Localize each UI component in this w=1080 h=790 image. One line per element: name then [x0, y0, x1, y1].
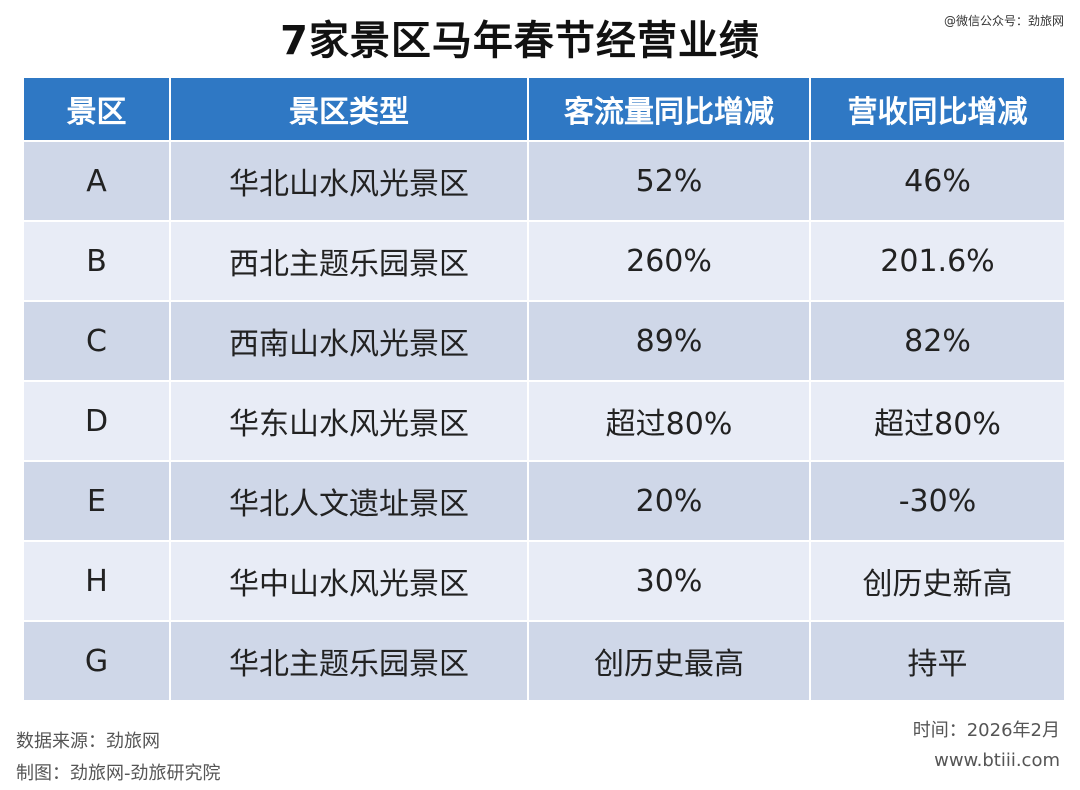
- cell-scenic-type: 西南山水风光景区: [169, 300, 529, 382]
- made-by-note: 制图：劲旅网-劲旅研究院: [16, 763, 221, 784]
- page-title: 7家景区马年春节经营业绩: [280, 18, 760, 64]
- table-row: D 华东山水风光景区 超过80% 超过80%: [22, 380, 1066, 462]
- header-revenue-change: 营收同比增减: [809, 76, 1066, 142]
- cell-visitor-change: 30%: [527, 540, 811, 622]
- header-scenic-type: 景区类型: [169, 76, 529, 142]
- website-note: www.btiii.com: [934, 750, 1060, 771]
- cell-revenue-change: 创历史新高: [809, 540, 1066, 622]
- cell-visitor-change: 52%: [527, 140, 811, 222]
- table-row: G 华北主题乐园景区 创历史最高 持平: [22, 620, 1066, 702]
- cell-scenic-type: 华北山水风光景区: [169, 140, 529, 222]
- time-note: 时间：2026年2月: [912, 720, 1060, 741]
- cell-visitor-change: 创历史最高: [527, 620, 811, 702]
- header-visitor-change: 客流量同比增减: [527, 76, 811, 142]
- source-note: 数据来源：劲旅网: [16, 731, 160, 752]
- cell-revenue-change: 82%: [809, 300, 1066, 382]
- cell-scenic-type: 华北主题乐园景区: [169, 620, 529, 702]
- cell-scenic-type: 华东山水风光景区: [169, 380, 529, 462]
- watermark: @微信公众号：劲旅网: [943, 14, 1064, 28]
- cell-visitor-change: 超过80%: [527, 380, 811, 462]
- table-body: A 华北山水风光景区 52% 46% B 西北主题乐园景区 260% 201.6% C 西南山水风…: [22, 140, 1066, 702]
- header-scenic-area: 景区: [22, 76, 171, 142]
- table-row: B 西北主题乐园景区 260% 201.6%: [22, 220, 1066, 302]
- cell-revenue-change: 201.6%: [809, 220, 1066, 302]
- cell-revenue-change: 46%: [809, 140, 1066, 222]
- cell-scenic-area: B: [22, 220, 171, 302]
- table-row: H 华中山水风光景区 30% 创历史新高: [22, 540, 1066, 622]
- table-row: E 华北人文遗址景区 20% -30%: [22, 460, 1066, 542]
- cell-scenic-area: G: [22, 620, 171, 702]
- cell-scenic-area: A: [22, 140, 171, 222]
- cell-revenue-change: -30%: [809, 460, 1066, 542]
- cell-scenic-type: 华中山水风光景区: [169, 540, 529, 622]
- performance-table: 景区 景区类型 客流量同比增减 营收同比增减 A 华北山水风光景区 52% 46% B 西…: [22, 76, 1066, 702]
- cell-scenic-area: H: [22, 540, 171, 622]
- footer-right: 时间：2026年2月 www.btiii.com: [913, 716, 1060, 776]
- cell-revenue-change: 持平: [809, 620, 1066, 702]
- footer-left: 数据来源：劲旅网 制图：劲旅网-劲旅研究院: [16, 726, 221, 790]
- cell-scenic-area: C: [22, 300, 171, 382]
- cell-visitor-change: 89%: [527, 300, 811, 382]
- cell-scenic-type: 西北主题乐园景区: [169, 220, 529, 302]
- performance-table-container: 景区 景区类型 客流量同比增减 营收同比增减 A 华北山水风光景区 52% 46% B 西…: [22, 76, 1066, 702]
- cell-scenic-area: D: [22, 380, 171, 462]
- cell-visitor-change: 20%: [527, 460, 811, 542]
- cell-scenic-area: E: [22, 460, 171, 542]
- cell-revenue-change: 超过80%: [809, 380, 1066, 462]
- table-row: C 西南山水风光景区 89% 82%: [22, 300, 1066, 382]
- cell-scenic-type: 华北人文遗址景区: [169, 460, 529, 542]
- cell-visitor-change: 260%: [527, 220, 811, 302]
- table-header-row: 景区 景区类型 客流量同比增减 营收同比增减: [22, 76, 1066, 142]
- table-row: A 华北山水风光景区 52% 46%: [22, 140, 1066, 222]
